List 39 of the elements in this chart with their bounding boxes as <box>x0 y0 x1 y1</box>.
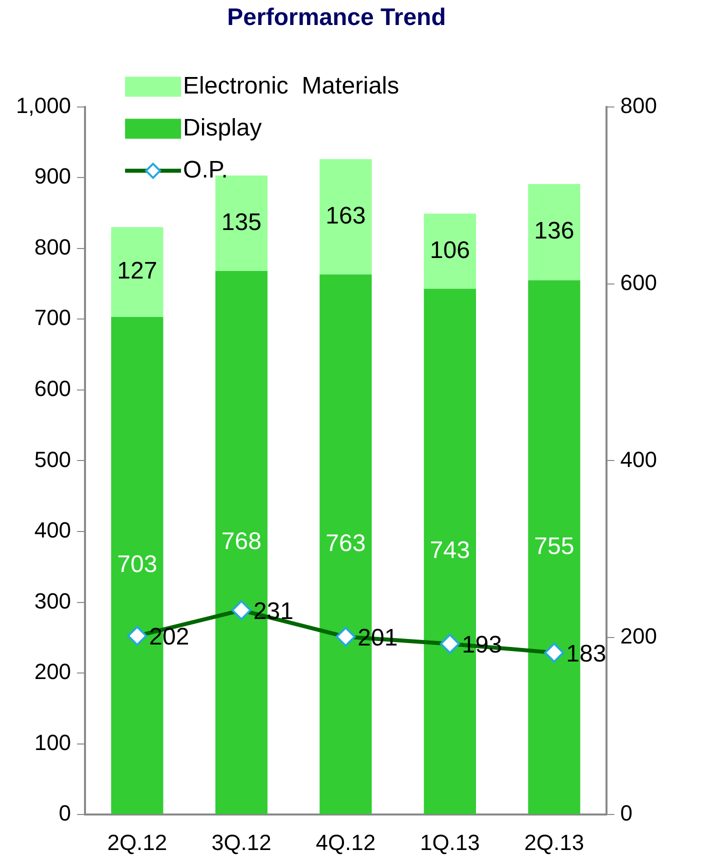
y-tick-label: 0 <box>58 800 72 826</box>
data-label: 768 <box>221 528 262 556</box>
y-tick-label: 700 <box>34 305 72 330</box>
y-tick-label: 400 <box>34 518 72 543</box>
chart-title: Performance Trend <box>227 4 446 32</box>
data-label: 703 <box>117 551 158 578</box>
legend-label: O.P. <box>183 156 228 184</box>
x-tick-label: 3Q.12 <box>211 830 272 855</box>
y-tick-label: 300 <box>34 588 72 614</box>
y-tick-label: 1,000 <box>16 92 72 118</box>
bar <box>111 227 164 318</box>
bar <box>528 184 580 280</box>
y-tick-label: 500 <box>34 446 72 472</box>
y2-tick-label: 400 <box>620 446 658 472</box>
y-tick-label: 800 <box>34 234 72 260</box>
data-label: 743 <box>430 537 470 564</box>
y2-tick-label: 0 <box>620 800 633 826</box>
data-label: 106 <box>430 236 470 264</box>
x-tick-label: 4Q.12 <box>316 830 376 855</box>
y2-tick-label: 200 <box>620 624 658 649</box>
y-tick-label: 200 <box>34 659 72 684</box>
x-tick-label: 2Q.13 <box>524 830 584 855</box>
x-tick-label: 1Q.13 <box>420 830 480 855</box>
legend-label: Electronic Materials <box>183 72 400 100</box>
y-tick-label: 600 <box>34 376 72 401</box>
data-label: 135 <box>221 208 262 236</box>
data-label: 163 <box>326 202 366 230</box>
y2-tick-label: 800 <box>620 92 658 118</box>
data-label: 136 <box>534 218 574 245</box>
bar <box>424 214 476 289</box>
y-tick-label: 900 <box>34 164 72 189</box>
data-label: 127 <box>117 258 158 285</box>
y2-tick-label: 600 <box>620 270 658 295</box>
bar <box>320 159 372 275</box>
y-tick-label: 100 <box>34 730 72 755</box>
data-label: 763 <box>326 530 366 557</box>
data-label: 755 <box>534 532 574 560</box>
x-tick-label: 2Q.12 <box>107 830 168 855</box>
legend-label: Display <box>183 114 262 142</box>
